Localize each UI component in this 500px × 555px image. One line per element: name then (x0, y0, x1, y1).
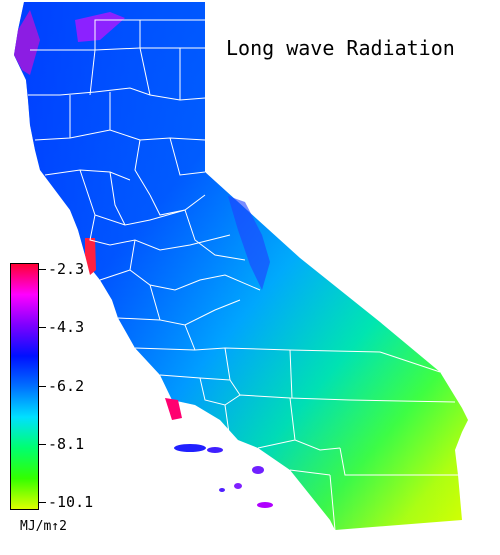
north-coast-hotspot (14, 10, 40, 75)
color-scale-tick (39, 386, 46, 387)
color-scale-tick-label: -8.1 (48, 435, 85, 453)
color-scale-tick-label: -2.3 (48, 260, 85, 278)
color-scale-tick-label: -10.1 (48, 493, 94, 511)
color-scale-tick (39, 269, 46, 270)
county-boundaries (28, 19, 460, 531)
island-1 (174, 444, 206, 452)
bay-area-hotspot (85, 238, 96, 275)
map-title: Long wave Radiation (226, 36, 455, 60)
color-scale-tick (39, 502, 46, 503)
coastal-overlay (14, 2, 468, 530)
island-3 (252, 466, 264, 474)
color-scale-tick-label: -4.3 (48, 318, 85, 336)
island-6 (219, 488, 225, 492)
point-conception-hotspot (165, 398, 182, 420)
island-4 (234, 483, 242, 489)
island-2 (207, 447, 223, 453)
color-scale-tick-label: -6.2 (48, 377, 85, 395)
sierra-band (228, 196, 270, 290)
color-scale-tick (39, 327, 46, 328)
color-scale-tick (39, 444, 46, 445)
island-5 (257, 502, 273, 508)
color-scale-bar (10, 263, 39, 510)
units-label: MJ/m↑2 (20, 519, 67, 534)
